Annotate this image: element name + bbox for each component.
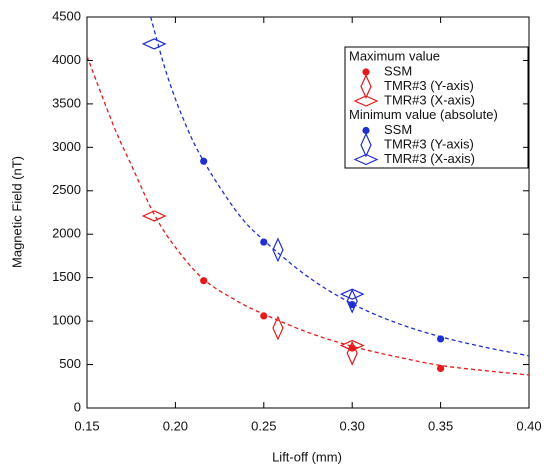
x-tick-label: 0.40 — [516, 418, 541, 433]
y-tick-label: 2500 — [52, 182, 81, 197]
point — [437, 335, 445, 343]
y-tick-label: 1500 — [52, 269, 81, 284]
point — [141, 38, 167, 50]
point — [339, 288, 365, 300]
point — [348, 301, 356, 309]
point — [141, 210, 167, 222]
x-tick-label: 0.15 — [74, 418, 99, 433]
point — [346, 340, 358, 366]
legend-box — [344, 46, 529, 169]
x-tick-label: 0.35 — [428, 418, 453, 433]
point — [200, 277, 208, 285]
point — [260, 312, 268, 320]
y-tick-label: 500 — [59, 356, 81, 371]
fit-curve — [150, 17, 529, 357]
y-tick-label: 0 — [74, 399, 81, 414]
point — [353, 153, 379, 166]
legend-label: SSM — [384, 122, 412, 137]
y-tick-label: 4000 — [52, 52, 81, 67]
legend-label: TMR#3 (X-axis) — [384, 151, 475, 166]
y-axis-label: Magnetic Field (nT) — [9, 156, 24, 268]
point — [260, 238, 268, 246]
y-tick-label: 4500 — [52, 8, 81, 23]
point — [353, 95, 379, 107]
legend-group-title: Minimum value (absolute) — [349, 107, 498, 122]
legend-label: TMR#3 (Y-axis) — [384, 78, 474, 93]
y-tick-label: 3000 — [52, 139, 81, 154]
x-tick-label: 0.25 — [251, 418, 276, 433]
legend-group-title: Maximum value — [349, 48, 440, 63]
x-tick-label: 0.30 — [340, 418, 365, 433]
plot-area — [87, 17, 529, 376]
y-tick-label: 3500 — [52, 95, 81, 110]
point — [362, 126, 370, 135]
point — [360, 74, 372, 99]
point — [272, 237, 284, 263]
plot-frame — [86, 16, 530, 409]
point — [360, 132, 372, 158]
point — [272, 315, 284, 341]
legend-label: TMR#3 (Y-axis) — [384, 136, 474, 151]
x-tick-label: 0.20 — [163, 418, 188, 433]
point — [200, 157, 208, 165]
legend-label: TMR#3 (X-axis) — [384, 92, 475, 107]
point — [339, 339, 365, 352]
point — [362, 68, 370, 76]
y-tick-label: 2000 — [52, 226, 81, 241]
y-tick-label: 1000 — [52, 313, 81, 328]
x-axis-label: Lift-off (mm) — [272, 449, 342, 464]
point — [437, 364, 445, 373]
legend-label: SSM — [384, 63, 412, 78]
